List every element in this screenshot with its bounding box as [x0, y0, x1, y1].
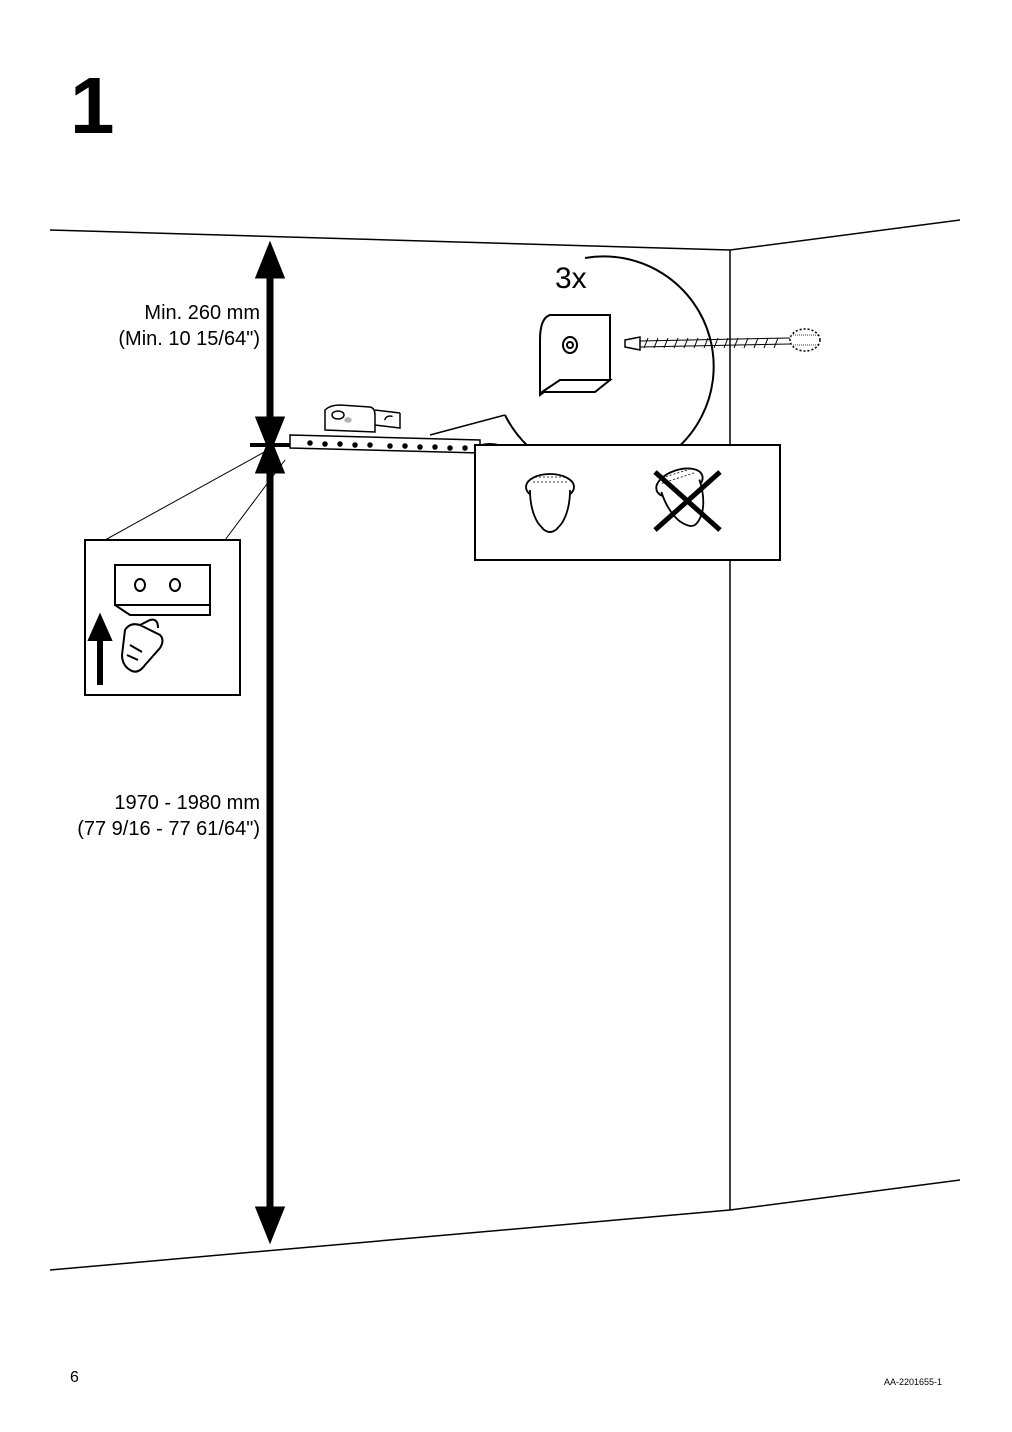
assembly-diagram: [30, 210, 980, 1290]
document-id: AA-2201655-1: [884, 1377, 942, 1387]
page-number: 6: [70, 1369, 79, 1387]
step-number: 1: [70, 60, 110, 152]
